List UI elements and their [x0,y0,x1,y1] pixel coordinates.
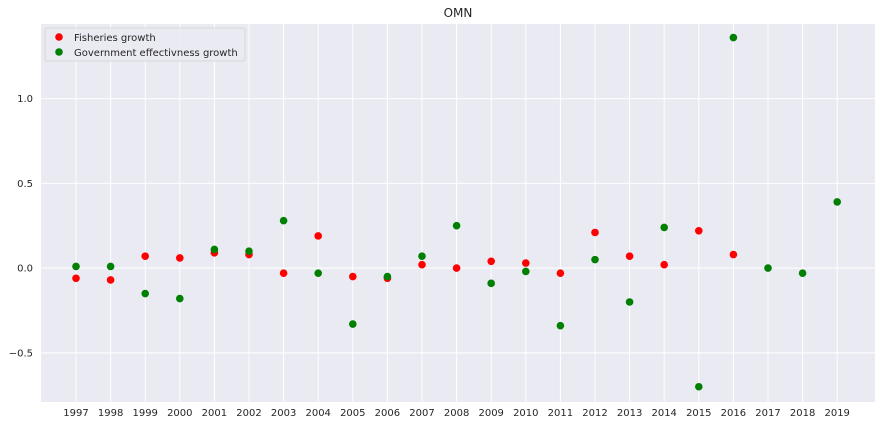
legend-box [44,27,246,62]
x-tick-label: 2014 [651,408,676,419]
x-tick-label: 2011 [548,408,573,419]
legend-marker-fisheries [55,33,63,41]
government-effectiveness-point [141,289,149,298]
fisheries-growth-point [72,274,80,283]
x-tick-label: 2015 [686,408,711,419]
x-tick-label: 2012 [582,408,607,419]
government-effectiveness-point [452,221,461,230]
x-tick-label: 2003 [271,408,296,419]
y-tick-label: 0.0 [17,264,33,275]
government-effectiveness-point [245,247,253,255]
government-effectiveness-point [729,33,738,42]
fisheries-growth-point [141,252,149,261]
fisheries-growth-point [625,252,634,261]
legend-marker-government [55,48,63,56]
x-tick-label: 2013 [617,408,642,419]
government-effectiveness-point [695,382,703,391]
fisheries-growth-point [452,264,461,272]
chart-title: OMN [444,6,473,20]
government-effectiveness-point [418,252,426,261]
government-effectiveness-point [625,298,634,306]
x-tick-label: 1999 [132,408,157,419]
x-tick-label: 2016 [721,408,746,419]
government-effectiveness-point [798,269,807,277]
fisheries-growth-point [418,260,426,269]
government-effectiveness-point [72,262,80,271]
government-effectiveness-point [176,294,184,303]
government-effectiveness-point [556,321,565,330]
fisheries-growth-point [487,257,496,266]
fisheries-growth-point [522,259,530,267]
government-effectiveness-point [591,255,599,264]
fisheries-growth-point [279,269,288,277]
government-effectiveness-point [487,279,496,288]
y-axis-ticks: −0.5 0.0 0.5 1.0 [9,94,33,359]
government-effectiveness-point [210,245,219,254]
x-tick-label: 2007 [409,408,434,419]
fisheries-growth-point [176,254,184,262]
government-effectiveness-point [314,269,323,277]
fisheries-growth-point [314,232,323,240]
legend-label-fisheries: Fisheries growth [74,33,156,44]
government-effectiveness-point [522,267,530,276]
x-tick-label: 2000 [167,408,192,419]
y-tick-label: −0.5 [9,348,33,359]
x-tick-label: 2004 [305,408,330,419]
fisheries-growth-point [695,226,703,235]
plot-background [41,24,875,402]
x-tick-label: 1997 [63,408,88,419]
government-effectiveness-point [833,198,841,206]
data-points [72,33,841,391]
fisheries-growth-point [729,250,738,259]
government-effectiveness-point [349,320,357,328]
x-tick-label: 2009 [478,408,503,419]
x-tick-label: 2006 [375,408,400,419]
fisheries-growth-point [556,269,565,277]
legend: Fisheries growth Government effectivness… [44,27,246,62]
x-tick-label: 2010 [513,408,538,419]
government-effectiveness-point [106,262,115,271]
x-tick-label: 2002 [236,408,261,419]
government-effectiveness-point [279,216,288,225]
x-tick-label: 2001 [202,408,227,419]
x-tick-label: 2008 [444,408,469,419]
x-tick-label: 2017 [755,408,780,419]
x-tick-label: 2005 [340,408,365,419]
fisheries-growth-point [106,276,115,284]
government-effectiveness-point [383,272,392,281]
fisheries-growth-point [591,228,599,237]
fisheries-growth-point [660,260,668,269]
x-tick-label: 1998 [98,408,123,419]
y-tick-label: 0.5 [17,179,33,190]
fisheries-growth-point [349,272,357,281]
government-effectiveness-point [764,264,772,272]
y-tick-label: 1.0 [17,94,33,105]
x-axis-ticks: 1997 1998 1999 2000 2001 2002 2003 2004 2005 2006… [63,408,850,419]
legend-label-government: Government effectivness growth [74,48,238,59]
x-tick-label: 2019 [824,408,849,419]
x-tick-label: 2018 [790,408,815,419]
government-effectiveness-point [660,223,668,232]
